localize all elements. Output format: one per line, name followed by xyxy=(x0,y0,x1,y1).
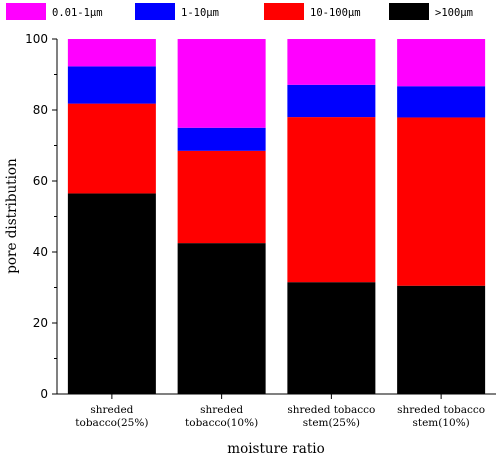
bar-segment xyxy=(177,150,266,244)
y-tick-label: 100 xyxy=(25,32,48,46)
x-tick-label: tobacco(10%) xyxy=(185,417,258,429)
x-axis-title: moisture ratio xyxy=(227,441,324,456)
bar-segment xyxy=(67,103,156,194)
bar-segment xyxy=(397,86,486,118)
bar-segment xyxy=(177,39,266,128)
bar-segment xyxy=(67,193,156,394)
y-tick-label: 80 xyxy=(33,103,48,117)
x-tick-label: shreded tobacco xyxy=(287,404,375,416)
x-tick-label: shreded xyxy=(90,404,133,416)
y-tick-label: 40 xyxy=(33,245,48,259)
x-tick-label: stem(25%) xyxy=(303,417,360,429)
bar-segment xyxy=(177,243,266,394)
axes: 020406080100shrededtobacco(25%)shrededto… xyxy=(25,32,496,429)
x-tick-label: shreded tobacco xyxy=(397,404,485,416)
bar-segment xyxy=(287,39,376,85)
legend-swatch xyxy=(389,3,429,20)
y-tick-label: 60 xyxy=(33,174,48,188)
legend-swatch xyxy=(6,3,46,20)
bar-segment xyxy=(287,84,376,118)
legend-swatch xyxy=(135,3,175,20)
bar-segment xyxy=(287,117,376,283)
bar-segment xyxy=(177,127,266,151)
bar-segment xyxy=(67,39,156,67)
bar-segment xyxy=(397,117,486,286)
bar-segment xyxy=(397,39,486,87)
bar-segment xyxy=(287,282,376,394)
legend-label: 1-10μm xyxy=(181,7,219,19)
x-tick-label: tobacco(25%) xyxy=(75,417,148,429)
legend-label: 10-100μm xyxy=(310,7,361,19)
legend: 0.01-1μm 1-10μm 10-100μm >100μm xyxy=(6,3,473,20)
legend-label: 0.01-1μm xyxy=(52,7,103,19)
x-tick-label: stem(10%) xyxy=(412,417,469,429)
bar-segment xyxy=(67,66,156,104)
bars xyxy=(67,39,486,394)
legend-label: >100μm xyxy=(435,7,473,19)
bar-segment xyxy=(397,285,486,394)
y-axis-title: pore distribution xyxy=(4,158,20,274)
legend-swatch xyxy=(264,3,304,20)
y-tick-label: 20 xyxy=(33,316,48,330)
x-tick-label: shreded xyxy=(200,404,243,416)
y-tick-label: 0 xyxy=(40,387,48,401)
